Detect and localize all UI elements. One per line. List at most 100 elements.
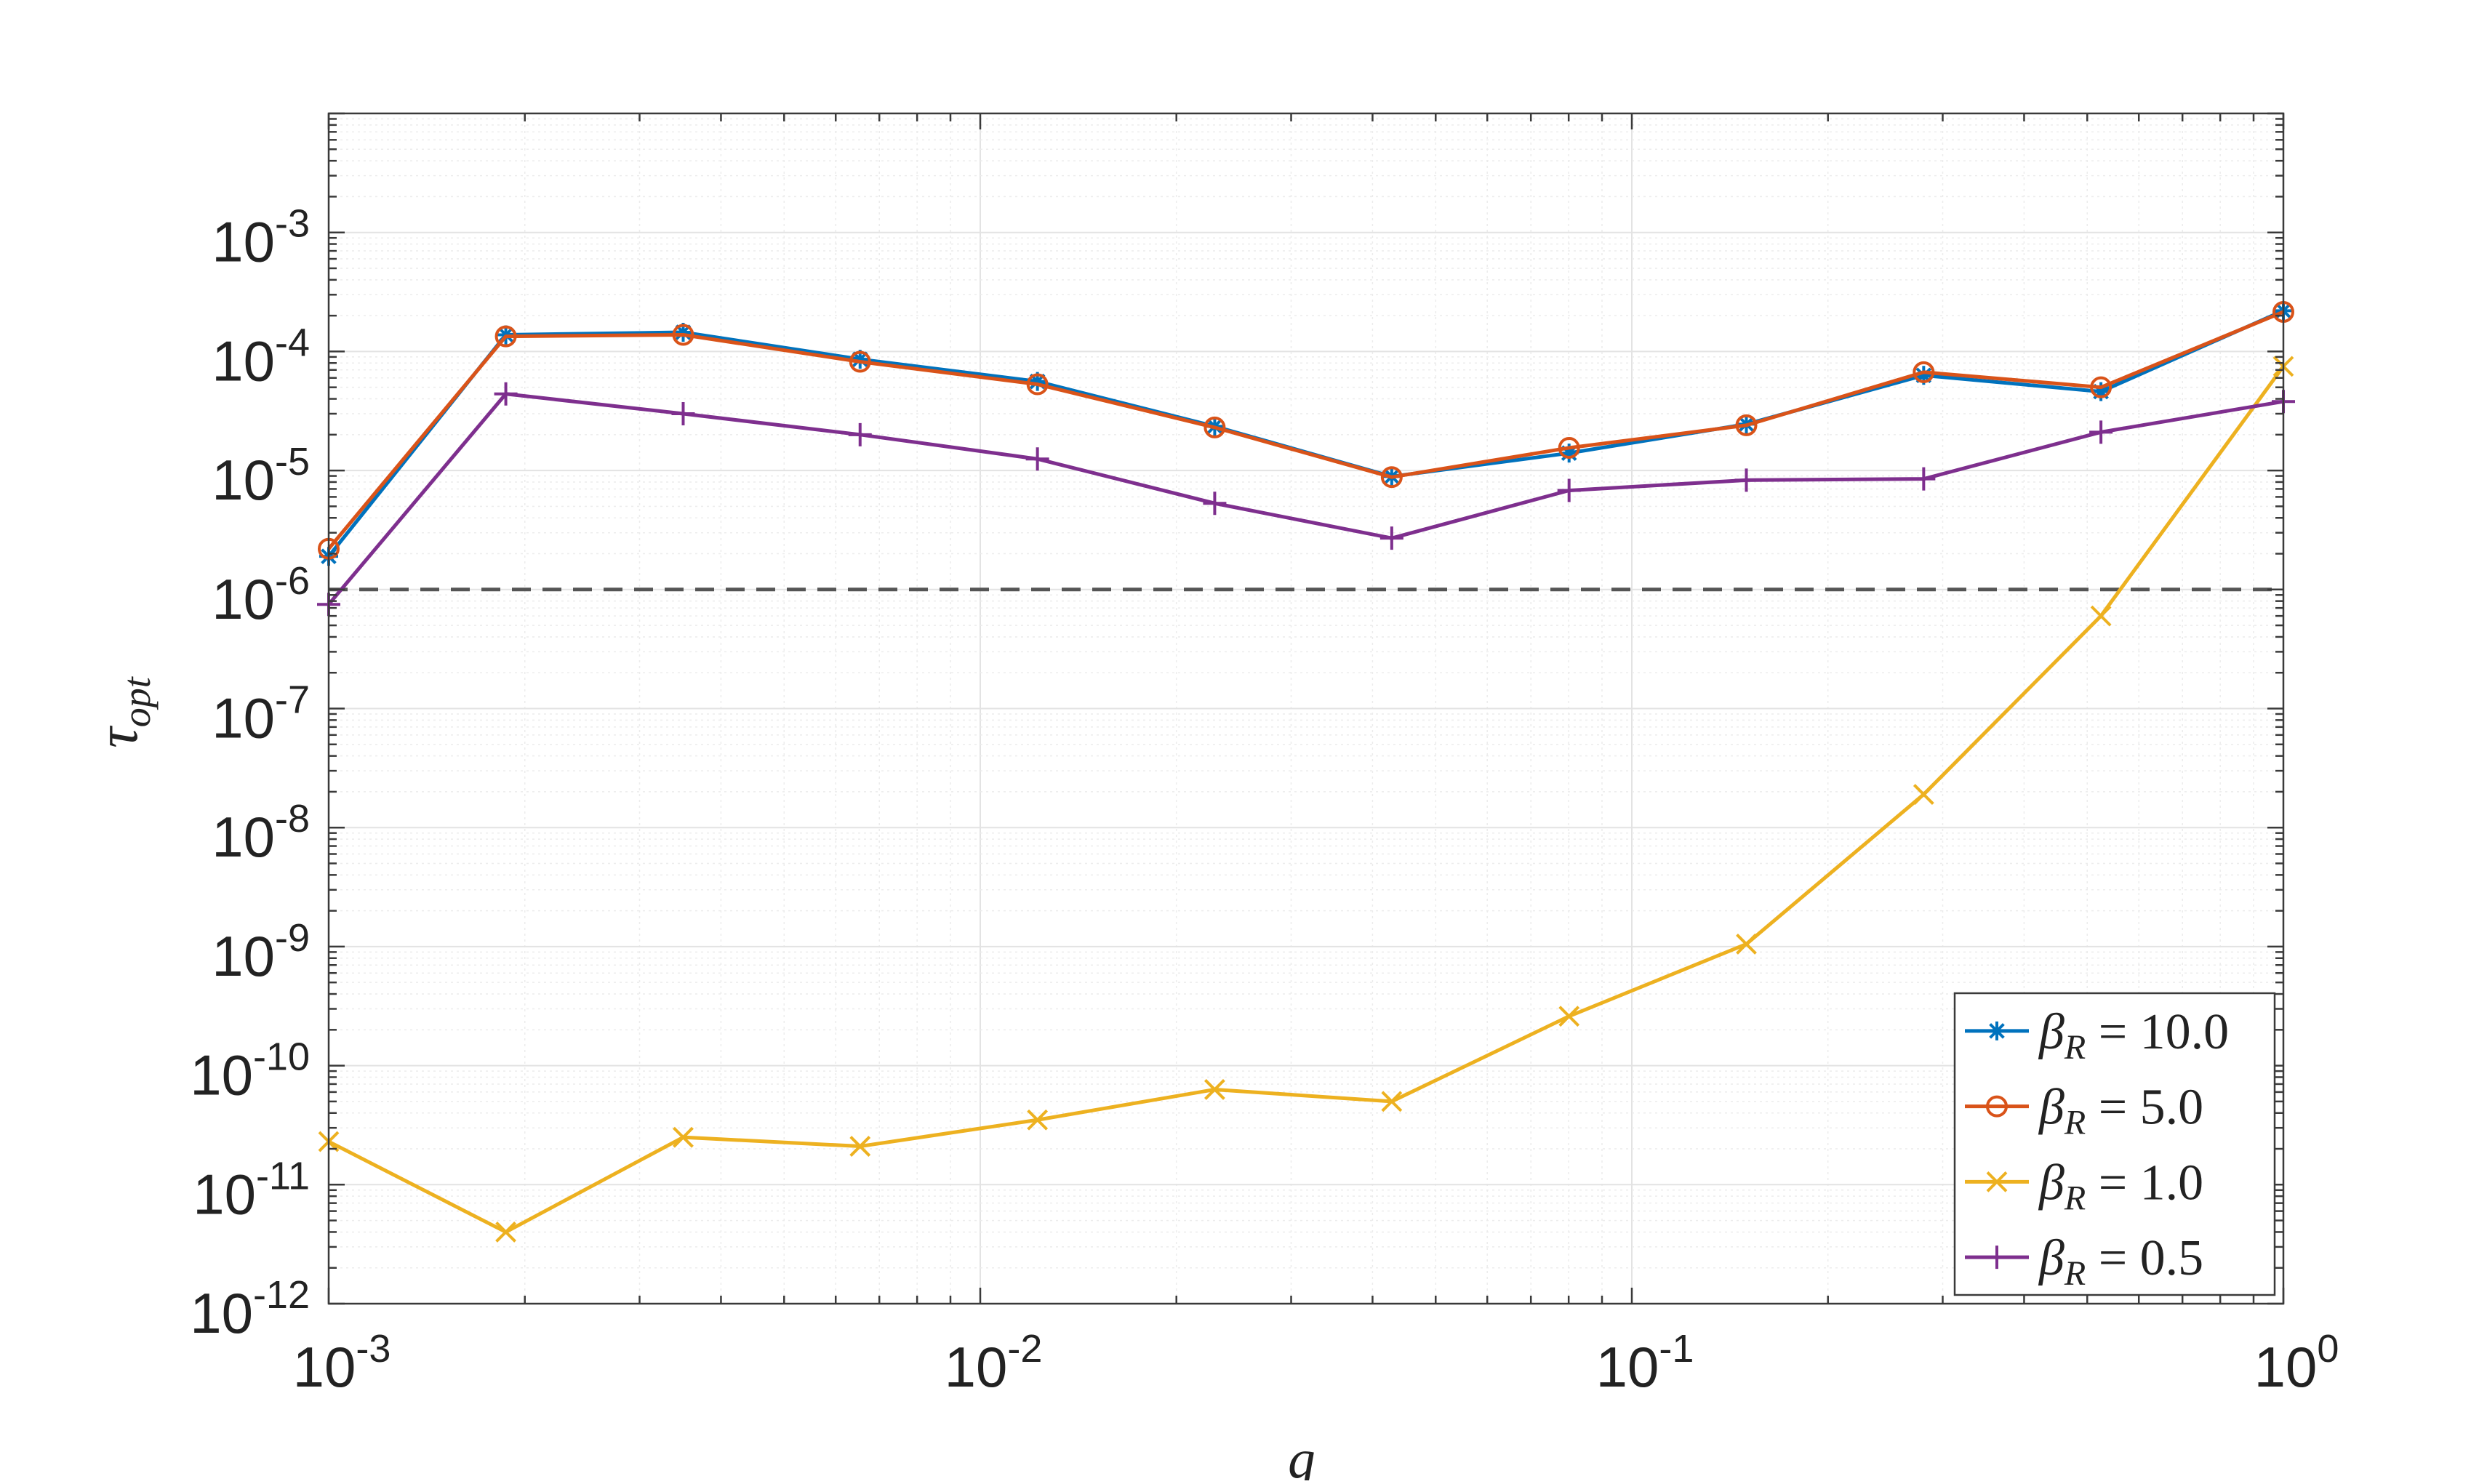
x-marker	[673, 1126, 694, 1148]
x-tick-label: 10-2	[945, 1327, 1043, 1399]
legend-label-subscript: R	[2064, 1254, 2086, 1293]
tick-label-base: 10	[212, 805, 275, 869]
tick-label-base: 10	[212, 924, 275, 988]
data-point	[1558, 1006, 1580, 1027]
legend-label-value: = 1.0	[2086, 1155, 2203, 1211]
circle-marker	[1558, 436, 1580, 459]
y-tick-label: 10-10	[190, 1035, 310, 1107]
svg-text:τopt: τopt	[86, 675, 159, 748]
circle-marker	[1204, 416, 1226, 438]
tick-label-exponent: -8	[275, 797, 310, 841]
plus-marker	[494, 382, 518, 406]
legend-label-subscript: R	[2064, 1179, 2086, 1217]
x-marker	[1204, 1079, 1225, 1100]
tick-label-base: 10	[212, 567, 275, 631]
legend-label: βR = 1.0	[2038, 1155, 2203, 1217]
asterisk-marker	[673, 322, 693, 342]
plus-marker	[1985, 1246, 2009, 1270]
axis-labels-layer: g τopt	[86, 675, 1315, 1484]
y-tick-label: 10-9	[212, 916, 310, 988]
x-marker	[1027, 1109, 1049, 1131]
data-point	[1913, 784, 1934, 805]
legend-label-symbol: β	[2038, 1004, 2065, 1060]
y-tick-label: 10-11	[193, 1154, 310, 1226]
legend-label-value: = 10.0	[2086, 1004, 2229, 1060]
data-point	[2090, 605, 2112, 627]
x-marker	[1913, 784, 1934, 805]
x-marker	[1558, 1006, 1580, 1027]
y-tick-label: 10-4	[212, 321, 310, 393]
y-tick-label: 10-12	[190, 1273, 310, 1345]
data-point	[1735, 414, 1758, 436]
tick-label-exponent: -9	[275, 916, 310, 960]
data-point	[1028, 372, 1047, 391]
tick-label-exponent: -10	[253, 1035, 310, 1079]
tick-label-exponent: -4	[275, 321, 310, 364]
legend-entry-4: βR = 0.5	[1965, 1230, 2203, 1293]
data-point	[1027, 1109, 1049, 1131]
tick-label-exponent: -1	[1659, 1327, 1694, 1371]
data-point	[1734, 468, 1758, 492]
data-point	[673, 322, 693, 342]
data-point	[1203, 492, 1227, 516]
x-marker	[2090, 605, 2112, 627]
data-point	[1987, 1021, 2006, 1040]
x-axis-label: g	[1288, 1429, 1315, 1480]
legend-label-subscript: R	[2064, 1028, 2086, 1067]
tick-label-base: 10	[190, 1281, 253, 1345]
data-point	[1986, 1171, 2008, 1192]
circle-marker	[1026, 373, 1049, 396]
data-point	[1559, 444, 1579, 463]
y-tick-label: 10-6	[212, 559, 310, 631]
data-point	[849, 1136, 871, 1157]
legend-box	[1953, 992, 2276, 1296]
legend-label-symbol: β	[2038, 1155, 2065, 1211]
tick-label-exponent: -11	[256, 1154, 310, 1198]
asterisk-marker	[2091, 382, 2111, 401]
tick-label-base: 10	[212, 329, 275, 393]
data-point	[1985, 1246, 2009, 1270]
data-point	[1913, 361, 1935, 383]
tick-label-base: 10	[212, 686, 275, 750]
asterisk-marker	[850, 350, 870, 369]
plus-marker	[1734, 468, 1758, 492]
series-layer	[317, 300, 2295, 1243]
asterisk-marker	[1987, 1021, 2006, 1040]
tick-label-exponent: -2	[1007, 1327, 1042, 1371]
data-point	[849, 350, 871, 373]
tick-label-base: 10	[945, 1335, 1008, 1399]
legend-label: βR = 10.0	[2038, 1004, 2229, 1067]
plus-marker	[1203, 492, 1227, 516]
data-point	[671, 401, 695, 425]
data-point	[494, 382, 518, 406]
data-point	[495, 1222, 516, 1243]
tick-label-base: 10	[190, 1043, 253, 1107]
circle-marker	[849, 350, 871, 373]
legend-label-subscript: R	[2064, 1104, 2086, 1142]
data-point	[1379, 526, 1403, 550]
x-marker	[1736, 934, 1757, 955]
y-axis-label-main: τ	[86, 725, 150, 748]
circle-marker	[1913, 361, 1935, 383]
plus-marker	[2089, 420, 2113, 444]
series-line	[327, 392, 2284, 606]
plus-marker	[1025, 447, 1049, 471]
legend-label-symbol: β	[2038, 1230, 2065, 1286]
asterisk-marker	[1559, 444, 1579, 463]
tick-label-exponent: 0	[2317, 1327, 2339, 1371]
circle-marker	[494, 325, 517, 348]
legend-entry-1: βR = 10.0	[1965, 1004, 2229, 1067]
axes-layer	[327, 112, 2285, 1305]
legend-label-symbol: β	[2038, 1080, 2065, 1136]
plus-marker	[848, 422, 872, 446]
data-point	[1914, 366, 1934, 385]
circle-marker	[672, 324, 694, 346]
series-line	[327, 365, 2286, 1234]
data-point	[1025, 447, 1049, 471]
legend-label-value: = 0.5	[2086, 1230, 2203, 1286]
x-tick-label: 100	[2254, 1327, 2339, 1399]
x-tick-label: 10-1	[1596, 1327, 1694, 1399]
data-point	[2089, 420, 2113, 444]
data-point	[1912, 467, 1936, 491]
series-2	[318, 300, 2294, 560]
